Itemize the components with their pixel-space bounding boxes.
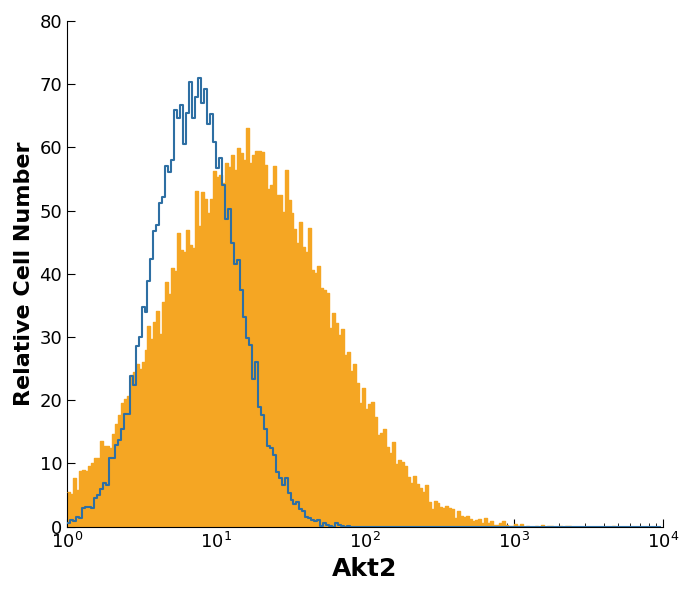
Y-axis label: Relative Cell Number: Relative Cell Number — [14, 142, 34, 406]
X-axis label: Akt2: Akt2 — [333, 557, 398, 581]
